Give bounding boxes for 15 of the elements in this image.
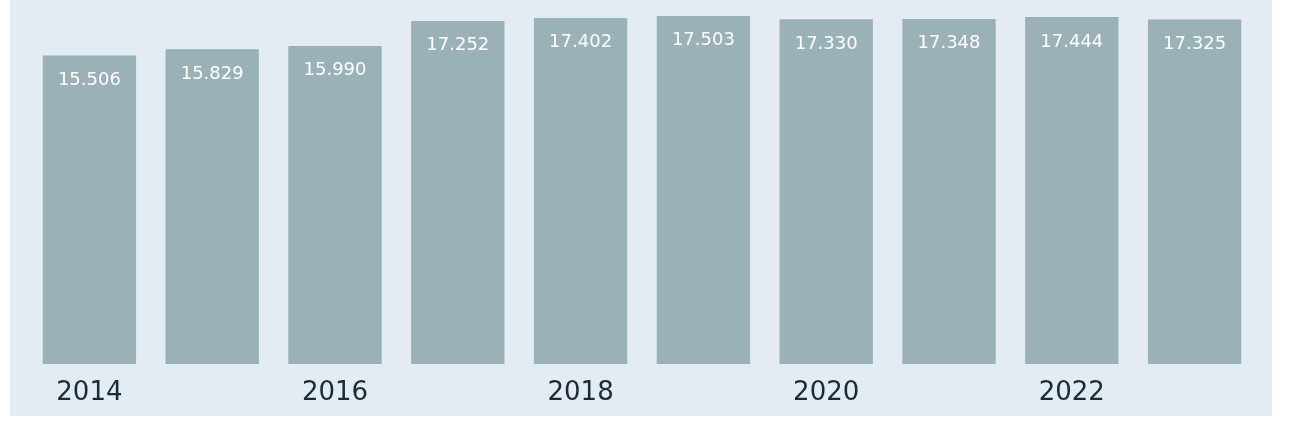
data-label: 15.506 [57, 68, 121, 90]
data-label: 17.503 [671, 28, 735, 50]
data-label: 17.330 [794, 31, 858, 53]
data-label: 17.325 [1163, 31, 1227, 53]
x-tick-label: 2014 [56, 376, 123, 406]
data-label: 17.402 [549, 30, 613, 52]
data-label: 15.990 [303, 58, 367, 80]
data-label: 17.252 [426, 33, 490, 55]
x-tick-label: 2016 [301, 376, 369, 406]
x-tick-label: 2020 [793, 376, 860, 406]
x-tick-label: 2022 [1038, 376, 1105, 406]
data-label: 17.348 [917, 31, 981, 53]
data-label: 15.829 [180, 61, 244, 83]
data-label: 17.444 [1040, 29, 1104, 51]
x-tick-label: 2018 [547, 376, 614, 406]
